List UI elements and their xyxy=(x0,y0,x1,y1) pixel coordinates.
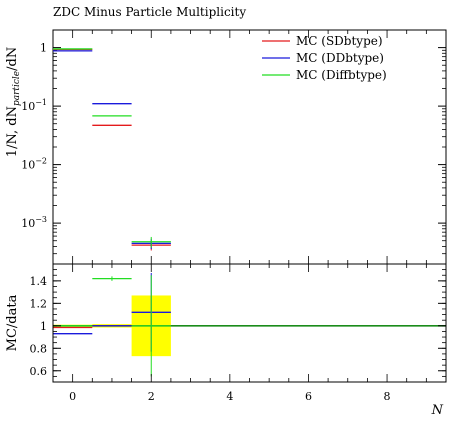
main-frame xyxy=(52,29,447,265)
x-tick-label: 8 xyxy=(384,390,391,403)
ratio-frame xyxy=(52,263,447,383)
legend: MC (SDbtype) MC (DDbtype) MC (Diffbtype) xyxy=(262,34,387,82)
ratio-y-axis-label: MC/data xyxy=(5,294,20,351)
ratio-y-tick-label: 0.6 xyxy=(30,365,48,378)
main-y-axis-label: 1/N, dNparticle/dN xyxy=(5,47,22,157)
ratio-y-tick-label: 1 xyxy=(40,320,47,333)
main-y-tick-label: 10−3 xyxy=(21,215,47,230)
main-panel: 1 10−1 10−2 10−3 xyxy=(21,29,447,265)
ratio-y-tick-label: 1.4 xyxy=(30,275,48,288)
legend-entry-label: MC (Diffbtype) xyxy=(296,68,387,82)
ratio-panel: 0.6 0.8 1 1.2 1.4 0 2 4 6 8 xyxy=(30,263,447,403)
legend-entry-label: MC (DDbtype) xyxy=(296,51,384,65)
main-y-tick-label: 10−1 xyxy=(21,98,47,113)
x-tick-label: 0 xyxy=(69,390,76,403)
main-y-tick-label: 1 xyxy=(40,42,47,55)
legend-entry-label: MC (SDbtype) xyxy=(296,34,383,48)
main-y-axis-label-tail: /dN xyxy=(5,47,20,71)
x-tick-label: 4 xyxy=(226,390,233,403)
main-y-axis-label-main: 1/N, dN xyxy=(5,106,20,157)
x-tick-label: 6 xyxy=(305,390,312,403)
main-y-tick-label: 10−2 xyxy=(21,157,47,172)
ratio-y-tick-label: 1.2 xyxy=(30,297,48,310)
chart-title: ZDC Minus Particle Multiplicity xyxy=(53,5,246,19)
x-axis-label: N xyxy=(431,403,444,418)
main-y-axis-label-sub: particle xyxy=(12,71,22,106)
x-tick-label: 2 xyxy=(148,390,155,403)
ratio-y-tick-label: 0.8 xyxy=(30,342,48,355)
